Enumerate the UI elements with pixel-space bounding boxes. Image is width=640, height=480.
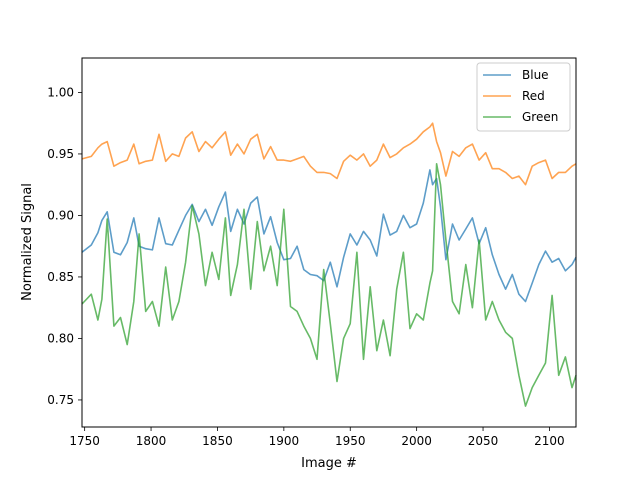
x-axis-label: Image # — [301, 456, 357, 471]
x-tick-label: 1750 — [69, 434, 100, 448]
x-axis: 1750 1800 1850 1900 1950 2000 2050 2100 — [69, 427, 565, 448]
series-line-blue — [81, 169, 577, 303]
series-line-green — [81, 163, 577, 407]
y-tick-label: 0.75 — [47, 393, 74, 407]
y-tick-label: 0.80 — [47, 331, 74, 345]
x-tick-label: 1850 — [202, 434, 233, 448]
x-tick-label: 2000 — [401, 434, 432, 448]
x-tick-label: 2050 — [468, 434, 499, 448]
legend-label-blue: Blue — [522, 68, 549, 82]
y-tick-label: 0.95 — [47, 147, 74, 161]
legend-box — [476, 62, 571, 132]
legend: Blue Red Green — [476, 62, 571, 132]
legend-label-red: Red — [522, 89, 545, 103]
y-tick-label: 0.90 — [47, 208, 74, 222]
y-tick-label: 1.00 — [47, 85, 74, 99]
series-layer — [81, 122, 577, 407]
y-axis-label: Normalized Signal — [20, 183, 35, 301]
series-line-red — [81, 122, 577, 186]
legend-label-green: Green — [522, 110, 558, 124]
x-tick-label: 1900 — [269, 434, 300, 448]
plot-frame — [81, 57, 577, 428]
y-tick-label: 0.85 — [47, 270, 74, 284]
x-tick-label: 1800 — [136, 434, 167, 448]
x-tick-label: 2100 — [534, 434, 565, 448]
x-tick-label: 1950 — [335, 434, 366, 448]
y-axis: 0.75 0.80 0.85 0.90 0.95 1.00 — [47, 85, 82, 407]
